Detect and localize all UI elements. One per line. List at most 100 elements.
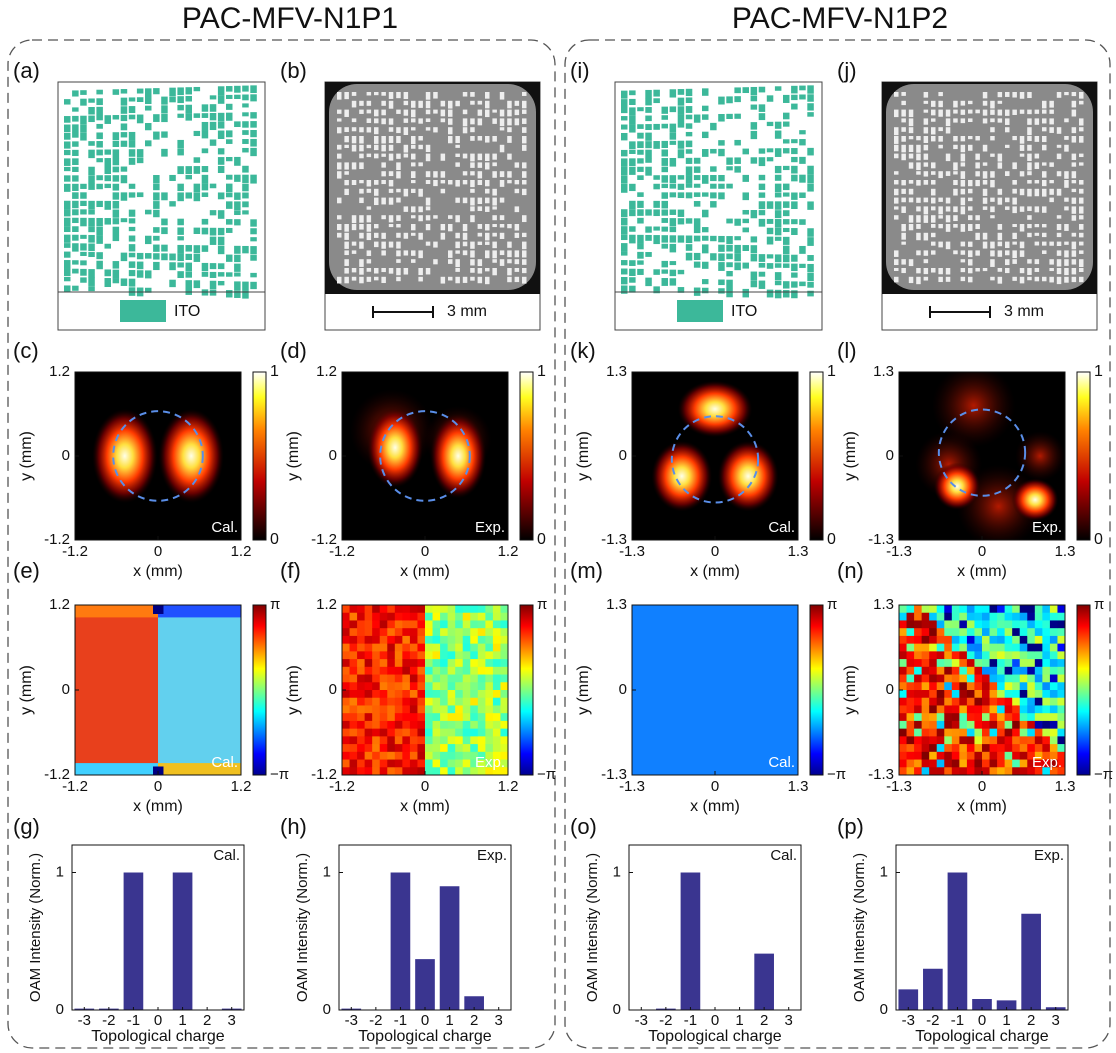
micrograph-pad	[901, 268, 906, 274]
phase-region	[966, 651, 975, 660]
ito-pad	[120, 114, 128, 122]
phase-region	[447, 605, 456, 614]
phase-region	[951, 759, 960, 768]
plot-frame	[338, 844, 512, 1011]
phase-region	[989, 744, 998, 753]
micrograph-pad	[923, 118, 929, 125]
annotation: Cal.	[768, 754, 795, 771]
ito-pad	[136, 97, 144, 102]
ito-pad	[702, 192, 709, 197]
micrograph-pad	[425, 171, 431, 178]
micrograph-pad	[396, 215, 401, 221]
phase-region	[936, 697, 945, 706]
phase-region	[462, 767, 471, 775]
ito-pad	[80, 277, 87, 283]
ito-pad	[661, 123, 668, 129]
ito-pad	[112, 269, 120, 279]
phase-region	[1042, 651, 1051, 660]
micrograph-pad	[507, 118, 512, 126]
micrograph-pad	[938, 215, 943, 219]
phase-region	[372, 651, 381, 660]
ito-pad	[128, 270, 136, 277]
micrograph-pad	[997, 250, 1003, 257]
y-tick-label: 1	[56, 863, 64, 880]
phase-region	[944, 751, 953, 761]
heatmap-image	[632, 372, 798, 540]
phase-region	[425, 620, 434, 629]
phase-region	[462, 744, 471, 753]
micrograph-pad	[960, 276, 966, 282]
phase-region	[929, 605, 938, 614]
x-tick-label: -1	[127, 1012, 140, 1029]
phase-region	[394, 666, 403, 676]
heatmap-image	[75, 605, 241, 775]
micrograph-pad	[374, 188, 379, 196]
ito-pad	[653, 123, 660, 130]
ito-pad	[64, 116, 71, 123]
phase-region	[959, 612, 968, 621]
phase-region	[158, 605, 241, 775]
micrograph-pad	[1071, 276, 1077, 283]
phase-region	[485, 736, 494, 745]
ito-pad	[807, 94, 814, 102]
legend-label: ITO	[731, 303, 757, 320]
phase-region	[1057, 751, 1065, 761]
phase-region	[1027, 697, 1036, 706]
ito-pad	[120, 106, 128, 114]
micrograph-pad	[1079, 92, 1084, 99]
phase-region	[1034, 690, 1043, 699]
ito-pad	[72, 234, 79, 241]
phase-region	[1042, 705, 1051, 714]
colorbar	[809, 371, 824, 541]
ito-pad	[128, 114, 136, 120]
phase-region	[1042, 767, 1051, 775]
ito-pad	[104, 183, 111, 189]
micrograph-pad	[411, 171, 416, 179]
guide-circle	[670, 415, 760, 504]
panel-label: (d)	[280, 338, 307, 363]
y-tick-label: 1	[323, 863, 331, 880]
phase-region	[944, 643, 953, 652]
micrograph-pad	[337, 127, 342, 134]
ito-pad	[136, 270, 144, 278]
ito-pad	[653, 226, 660, 231]
ito-pad	[742, 148, 749, 155]
phase-region	[921, 674, 930, 683]
phase-region	[372, 620, 381, 629]
micrograph-pad	[470, 92, 475, 97]
ito-pad	[96, 149, 103, 156]
micrograph-pad	[975, 171, 980, 177]
phase-region	[1049, 736, 1058, 745]
ito-pad	[750, 104, 758, 110]
micrograph-pad	[381, 241, 386, 249]
phase-region	[402, 751, 411, 761]
phase-region	[997, 713, 1006, 722]
micrograph-pad	[1056, 259, 1062, 267]
phase-region	[387, 751, 396, 761]
micrograph-pad	[960, 250, 966, 255]
micrograph-pad	[337, 162, 342, 170]
micrograph-pad	[938, 197, 943, 202]
phase-region	[349, 705, 358, 714]
phase-region	[1042, 643, 1051, 652]
ito-pad	[710, 235, 717, 242]
micrograph-pad	[396, 127, 401, 134]
micrograph-pad	[411, 127, 416, 131]
ito-pad	[758, 254, 766, 262]
phase-region	[379, 690, 388, 699]
phase-region	[409, 767, 418, 775]
phase-region	[500, 682, 508, 691]
ito-pad	[685, 244, 693, 251]
phase-region	[379, 728, 388, 737]
phase-region	[364, 713, 373, 722]
ito-pad	[177, 218, 184, 226]
phase-region	[447, 666, 456, 676]
ito-pad	[72, 90, 79, 97]
phase-region	[387, 674, 396, 683]
micrograph-pad	[344, 276, 349, 284]
phase-region	[372, 759, 381, 768]
ito-pad	[693, 201, 701, 207]
ito-pad	[226, 174, 233, 180]
y-tick-label: 0	[56, 1001, 64, 1018]
phase-region	[997, 705, 1006, 714]
